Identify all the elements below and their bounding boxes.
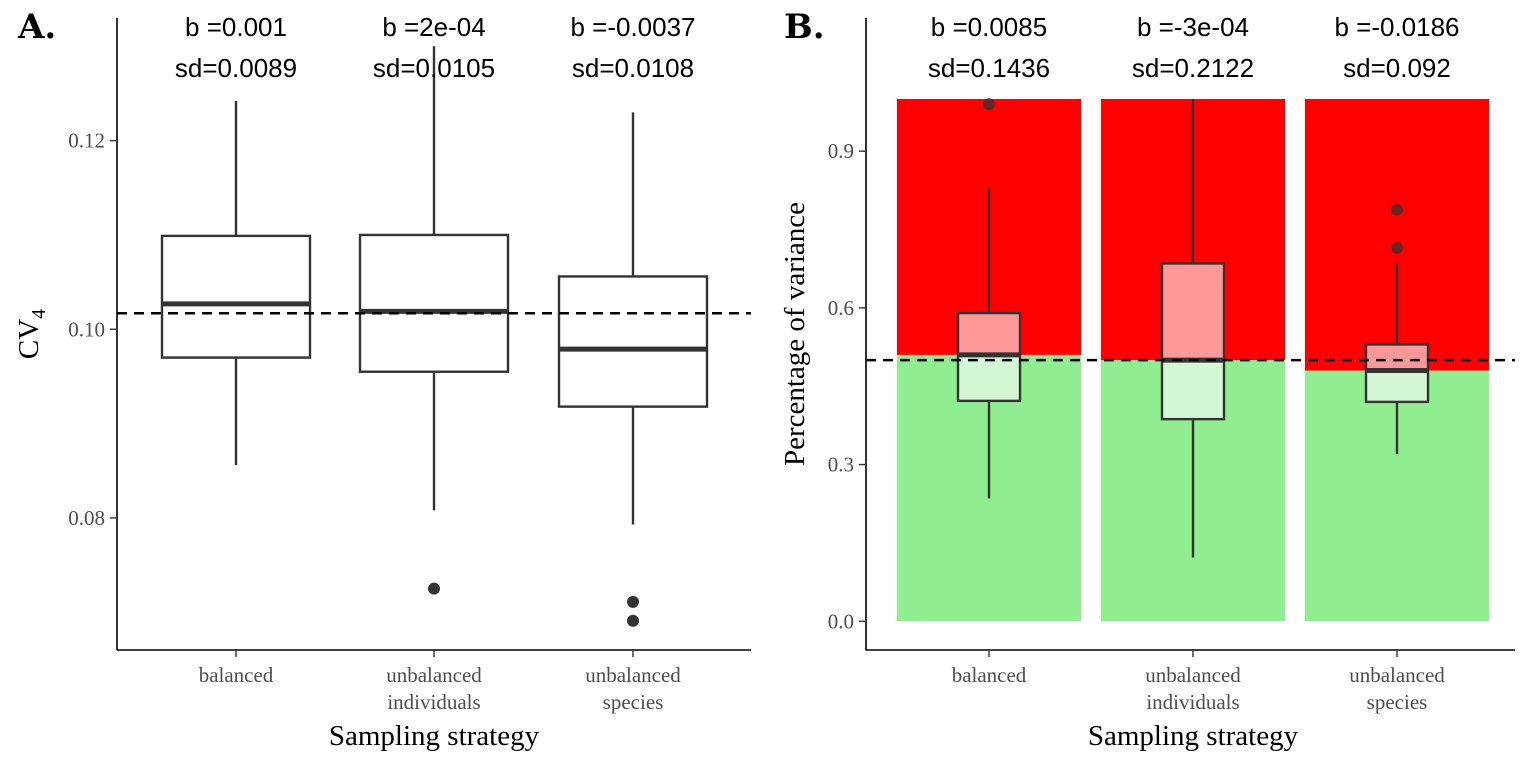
panel-a-x-axis: balanced unbalanced individuals unbalanced s… [117, 649, 751, 714]
y-tick-label: 0.0 [828, 609, 854, 633]
panel-a-boxes [160, 46, 709, 627]
annotation-b-1: b =0.001 [185, 12, 287, 42]
box-outline [160, 234, 312, 359]
outlier-point [428, 582, 440, 595]
box-lower-half [958, 354, 1020, 401]
x-tick-label-line2: species [1367, 690, 1428, 714]
box-outline [1364, 343, 1430, 404]
x-tick-label-line2: individuals [387, 690, 480, 714]
box-upper-half [1162, 263, 1224, 361]
panel-a-y-axis-title-sub: 4 [28, 309, 50, 319]
x-tick-label-line2: species [603, 690, 664, 714]
outlier-point [627, 595, 639, 608]
panel-b-boxes [956, 98, 1430, 558]
y-tick-label: 0.3 [828, 453, 854, 477]
boxplot-2 [358, 46, 510, 595]
panel-a-label: A. [17, 7, 56, 47]
annotation-sd-1: sd=0.1436 [928, 53, 1050, 83]
x-tick-label: unbalanced [1145, 663, 1241, 687]
x-tick-label: balanced [952, 663, 1027, 687]
panel-a-y-axis-title-main: CV [13, 319, 45, 359]
panel-b-x-axis: balanced unbalanced individuals unbalanced s… [866, 649, 1515, 714]
y-tick-label: 0.08 [68, 506, 105, 530]
y-tick-label: 0.6 [828, 296, 854, 320]
annotation-b-2: b =2e-04 [382, 12, 485, 42]
annotation-b-3: b =-0.0037 [570, 12, 695, 42]
panel-b-x-axis-title: Sampling strategy [1088, 720, 1299, 752]
x-tick-label: unbalanced [1349, 663, 1445, 687]
box-outline [358, 233, 510, 373]
panel-a-y-axis: 0.08 0.10 0.12 [68, 18, 118, 650]
annotation-b-3: b =-0.0186 [1334, 12, 1459, 42]
outlier-point [1391, 241, 1403, 254]
x-tick-label: balanced [199, 663, 274, 687]
annotation-sd-3: sd=0.0108 [572, 53, 694, 83]
panel-a-annotations: b =0.001 sd=0.0089 b =2e-04 sd=0.0105 b =-0.… [175, 12, 696, 83]
x-tick-label: unbalanced [585, 663, 681, 687]
annotation-sd-2: sd=0.2122 [1132, 53, 1254, 83]
box-lower-half [1366, 370, 1428, 402]
y-tick-label: 0.10 [68, 317, 105, 341]
panel-a-y-axis-title: CV4 [13, 309, 50, 359]
panel-b-stacked-bars [897, 98, 1489, 622]
panel-b-y-axis-title: Percentage of variance [779, 202, 811, 466]
box-lower-half [1162, 360, 1224, 420]
annotation-sd-2: sd=0.0105 [373, 53, 495, 83]
box-upper-half [1366, 344, 1428, 371]
box-outline [1160, 262, 1226, 421]
boxplot-1 [160, 101, 312, 466]
boxplot-1 [956, 98, 1022, 499]
outlier-point [1391, 203, 1403, 216]
x-tick-label: unbalanced [386, 663, 482, 687]
annotation-sd-1: sd=0.0089 [175, 53, 297, 83]
x-tick-label-line2: individuals [1146, 690, 1239, 714]
annotation-sd-3: sd=0.092 [1343, 53, 1451, 83]
boxplot-3 [1364, 203, 1430, 455]
outlier-point [627, 614, 639, 627]
panel-b-label: B. [784, 7, 825, 47]
annotation-b-1: b =0.0085 [931, 12, 1047, 42]
box-outline [557, 275, 709, 408]
outlier-point [983, 98, 995, 111]
panel-b-annotations: b =0.0085 sd=0.1436 b =-3e-04 sd=0.2122 b =-… [928, 12, 1460, 83]
boxplot-3 [557, 112, 709, 627]
annotation-b-2: b =-3e-04 [1137, 12, 1249, 42]
panel-b-y-axis: 0.0 0.3 0.6 0.9 [828, 18, 867, 650]
y-tick-label: 0.12 [68, 129, 105, 153]
boxplot-2 [1160, 98, 1226, 558]
panel-a-x-axis-title: Sampling strategy [329, 720, 540, 752]
box-upper-half [958, 313, 1020, 355]
y-tick-label: 0.9 [828, 139, 854, 163]
